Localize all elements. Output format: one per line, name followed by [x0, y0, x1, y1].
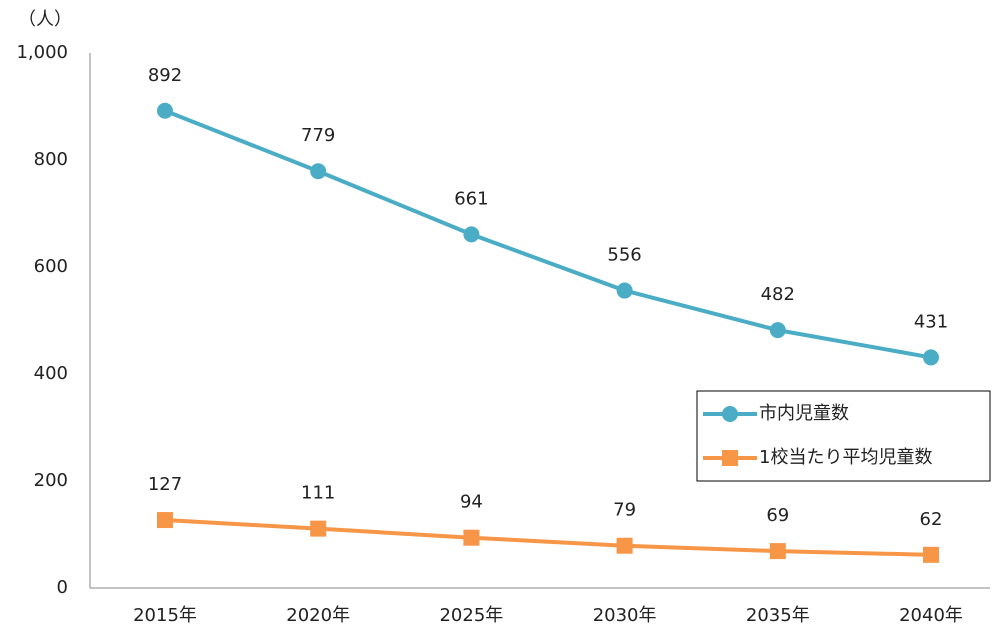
marker: [923, 349, 939, 366]
data-label: 482: [761, 284, 795, 305]
data-label: 779: [301, 125, 335, 146]
marker: [157, 512, 173, 529]
y-tick-label: 200: [34, 470, 68, 491]
data-label: 431: [914, 311, 948, 332]
x-tick-label: 2025年: [439, 605, 503, 626]
marker: [769, 322, 786, 339]
legend-marker: [722, 450, 738, 466]
legend-box: [696, 390, 991, 482]
marker: [157, 102, 173, 119]
marker: [616, 537, 633, 554]
series-line: [164, 518, 932, 557]
legend-label: 1校当たり平均児童数: [759, 447, 932, 468]
marker: [310, 520, 327, 537]
series-line: [164, 108, 932, 360]
data-label: 661: [454, 188, 488, 209]
data-label: 111: [301, 483, 335, 504]
y-tick-label: 800: [34, 149, 68, 170]
y-tick-label: 400: [34, 363, 68, 384]
data-label: 62: [920, 509, 943, 530]
data-label: 892: [148, 65, 182, 86]
y-tick-label: 600: [34, 256, 68, 277]
x-tick-label: 2015年: [133, 605, 197, 626]
data-label: 79: [613, 500, 636, 521]
marker: [616, 282, 633, 299]
marker: [463, 529, 480, 546]
marker: [923, 546, 939, 563]
marker: [310, 163, 327, 180]
y-tick-label: 1,000: [16, 42, 68, 63]
data-label: 556: [607, 245, 641, 266]
legend-marker: [722, 406, 738, 422]
data-label: 69: [766, 505, 789, 526]
y-unit-label: （人）: [18, 9, 72, 30]
legend-label: 市内児童数: [759, 403, 849, 424]
x-tick-label: 2020年: [286, 605, 350, 626]
data-label: 94: [460, 492, 483, 513]
x-tick-label: 2035年: [746, 605, 810, 626]
x-tick-label: 2040年: [899, 605, 963, 626]
x-tick-label: 2030年: [593, 605, 657, 626]
marker: [769, 543, 786, 560]
data-label: 127: [148, 474, 182, 495]
marker: [463, 226, 480, 243]
y-tick-label: 0: [57, 577, 68, 598]
